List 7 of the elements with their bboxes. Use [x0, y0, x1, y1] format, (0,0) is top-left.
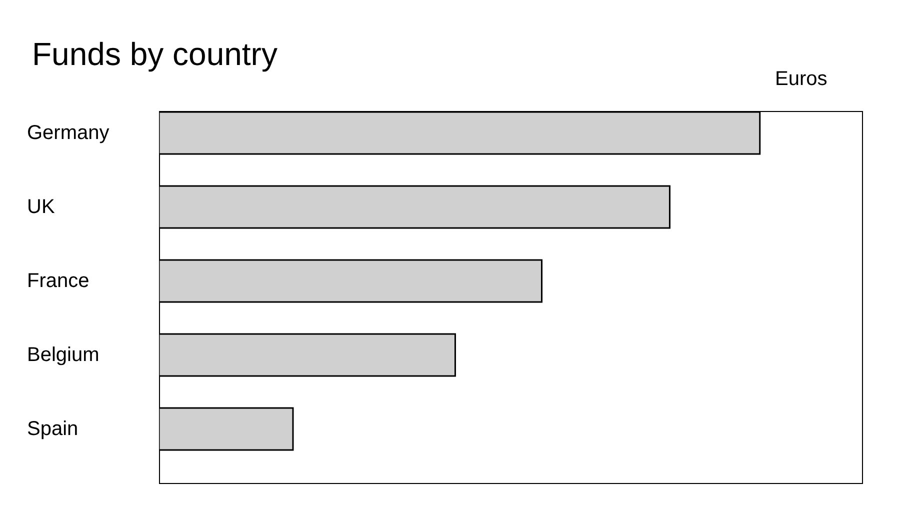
- chart-title: Funds by country: [32, 36, 278, 73]
- y-tick-label: UK: [27, 196, 56, 218]
- x-axis-title: Euros: [775, 68, 828, 91]
- y-tick-label: France: [27, 270, 90, 292]
- y-tick-label: Spain: [27, 418, 78, 440]
- y-tick-label: Germany: [27, 122, 110, 144]
- y-tick-label: Belgium: [27, 344, 100, 366]
